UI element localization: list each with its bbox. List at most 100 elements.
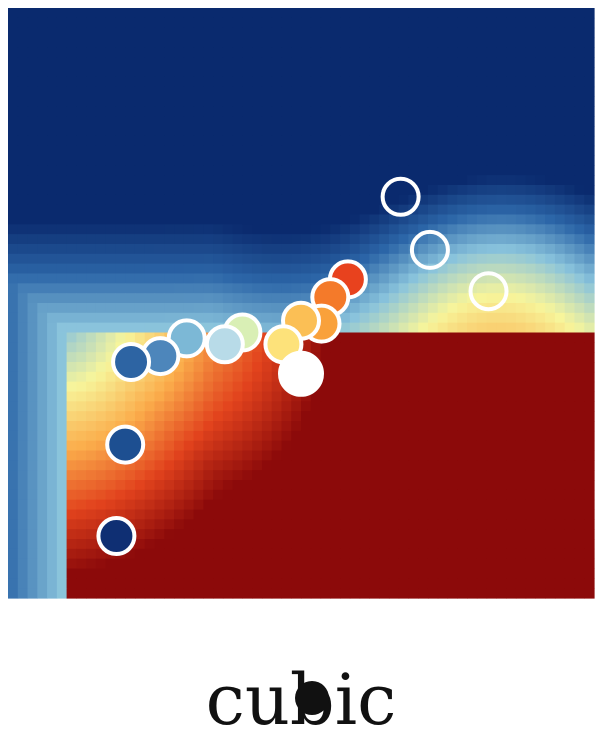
- heatmap-cell: [574, 588, 585, 599]
- heatmap-cell: [301, 214, 312, 225]
- heatmap-cell: [427, 342, 439, 353]
- heatmap-cell: [584, 175, 595, 186]
- heatmap-cell: [574, 76, 585, 88]
- heatmap-cell: [213, 27, 224, 39]
- heatmap-cell: [545, 224, 556, 235]
- heatmap-cell: [554, 391, 566, 402]
- heatmap-cell: [222, 568, 234, 579]
- heatmap-cell: [467, 135, 478, 147]
- heatmap-cell: [584, 37, 595, 48]
- heatmap-cell: [388, 430, 400, 442]
- heatmap-cell: [330, 67, 341, 78]
- heatmap-cell: [320, 76, 331, 88]
- heatmap-cell: [17, 303, 29, 314]
- heatmap-cell: [545, 460, 556, 471]
- heatmap-cell: [105, 273, 117, 284]
- heatmap-cell: [27, 204, 38, 216]
- heatmap-cell: [369, 322, 380, 334]
- heatmap-cell: [476, 480, 488, 491]
- heatmap-cell: [506, 480, 517, 491]
- heatmap-cell: [418, 440, 429, 452]
- heatmap-cell: [467, 322, 478, 334]
- heatmap-cell: [301, 430, 312, 442]
- heatmap-cell: [56, 371, 68, 383]
- heatmap-cell: [242, 244, 253, 255]
- heatmap-cell: [467, 312, 478, 324]
- heatmap-cell: [125, 67, 136, 78]
- heatmap-cell: [164, 47, 175, 58]
- heatmap-cell: [496, 470, 507, 481]
- heatmap-cell: [183, 558, 195, 570]
- heatmap-cell: [8, 421, 19, 432]
- heatmap-cell: [27, 86, 38, 98]
- heatmap-cell: [427, 440, 439, 452]
- heatmap-cell: [437, 352, 449, 363]
- heatmap-cell: [476, 67, 488, 78]
- heatmap-cell: [320, 421, 331, 432]
- heatmap-cell: [330, 116, 341, 127]
- heatmap-cell: [418, 352, 429, 363]
- heatmap-cell: [330, 529, 341, 540]
- heatmap-cell: [408, 470, 419, 481]
- heatmap-cell: [242, 47, 253, 58]
- heatmap-cell: [47, 558, 58, 570]
- heatmap-cell: [535, 519, 546, 530]
- heatmap-cell: [486, 499, 497, 511]
- heatmap-cell: [27, 558, 38, 570]
- heatmap-cell: [535, 362, 546, 373]
- heatmap-cell: [203, 194, 214, 206]
- heatmap-cell: [232, 37, 243, 48]
- heatmap-cell: [584, 529, 595, 540]
- heatmap-cell: [320, 244, 331, 255]
- heatmap-cell: [359, 568, 370, 579]
- heatmap-cell: [66, 421, 77, 432]
- heatmap-cell: [174, 57, 185, 68]
- heatmap-cell: [76, 283, 87, 294]
- heatmap-cell: [164, 529, 175, 540]
- heatmap-cell: [369, 440, 380, 452]
- heatmap-cell: [554, 332, 566, 343]
- heatmap-cell: [193, 86, 204, 98]
- heatmap-cell: [584, 519, 595, 530]
- heatmap-cell: [242, 27, 253, 39]
- heatmap-cell: [330, 76, 341, 88]
- heatmap-cell: [183, 47, 195, 58]
- heatmap-cell: [535, 548, 546, 560]
- heatmap-cell: [213, 450, 224, 461]
- heatmap-cell: [134, 529, 146, 540]
- heatmap-cell: [564, 234, 576, 245]
- heatmap-cell: [193, 558, 204, 570]
- heatmap-cell: [17, 224, 29, 235]
- heatmap-cell: [261, 263, 273, 275]
- heatmap-cell: [125, 489, 136, 501]
- heatmap-cell: [320, 145, 331, 157]
- query-point: [278, 350, 324, 397]
- heatmap-cell: [310, 519, 322, 530]
- heatmap-cell: [76, 588, 87, 599]
- heatmap-cell: [183, 86, 195, 98]
- heatmap-cell: [467, 588, 478, 599]
- heatmap-cell: [271, 411, 283, 422]
- heatmap-cell: [437, 440, 449, 452]
- heatmap-cell: [330, 135, 341, 147]
- heatmap-cell: [408, 303, 419, 314]
- heatmap-cell: [193, 224, 204, 235]
- heatmap-cell: [86, 145, 97, 157]
- heatmap-cell: [349, 529, 361, 540]
- heatmap-cell: [37, 558, 48, 570]
- heatmap-cell: [515, 470, 527, 481]
- heatmap-cell: [174, 430, 185, 442]
- heatmap-cell: [447, 96, 458, 107]
- heatmap-cell: [427, 116, 439, 127]
- heatmap-cell: [427, 234, 439, 245]
- heatmap-cell: [56, 352, 68, 363]
- heatmap-cell: [564, 27, 576, 39]
- heatmap-cell: [301, 116, 312, 127]
- heatmap-cell: [398, 558, 410, 570]
- heatmap-cell: [398, 194, 410, 206]
- heatmap-cell: [86, 480, 97, 491]
- heatmap-cell: [154, 293, 165, 304]
- heatmap-cell: [37, 67, 48, 78]
- heatmap-cell: [447, 332, 458, 343]
- heatmap-cell: [379, 234, 390, 245]
